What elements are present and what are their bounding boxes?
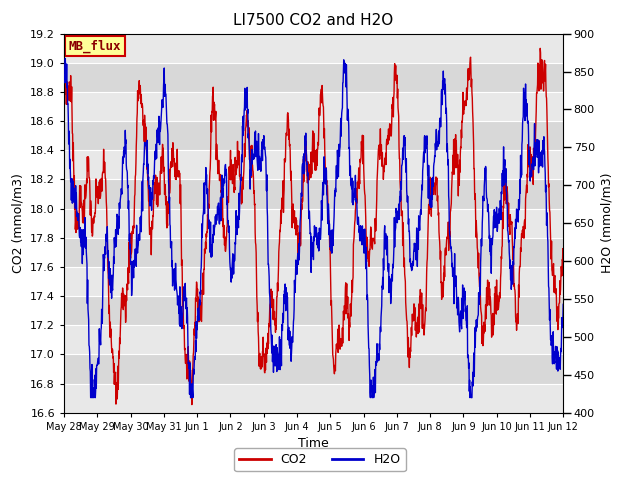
Text: MB_flux: MB_flux bbox=[69, 39, 122, 53]
Y-axis label: CO2 (mmol/m3): CO2 (mmol/m3) bbox=[12, 173, 24, 273]
Bar bbox=[64, 121, 563, 150]
Bar bbox=[64, 238, 563, 267]
Bar bbox=[64, 296, 563, 325]
Bar bbox=[64, 180, 563, 209]
Bar bbox=[64, 354, 563, 384]
Bar bbox=[64, 63, 563, 92]
Y-axis label: H2O (mmol/m3): H2O (mmol/m3) bbox=[600, 173, 613, 274]
Title: LI7500 CO2 and H2O: LI7500 CO2 and H2O bbox=[234, 13, 394, 28]
Legend: CO2, H2O: CO2, H2O bbox=[234, 448, 406, 471]
X-axis label: Time: Time bbox=[298, 437, 329, 450]
